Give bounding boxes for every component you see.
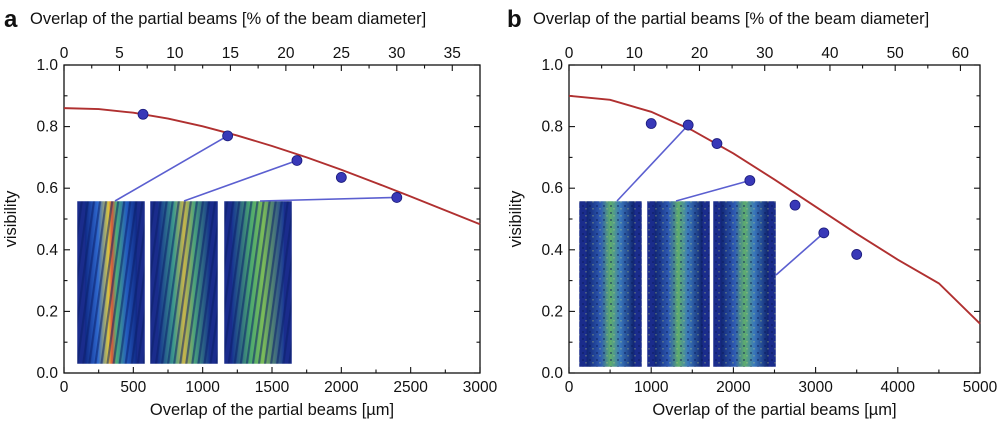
inset-images (578, 200, 777, 368)
inset-frame (712, 200, 777, 368)
data-point (137, 108, 149, 120)
inset-image (646, 200, 711, 368)
data-point (645, 118, 657, 129)
y-axis-title: visibility (2, 190, 20, 248)
inset-connector-line (675, 179, 751, 202)
x2-tick-label: 20 (691, 45, 709, 62)
y-axis-title: visibility (507, 190, 525, 248)
panel-letter: b (507, 6, 522, 33)
x-tick-label: 2000 (716, 379, 751, 396)
x2-tick-label: 10 (166, 45, 184, 62)
panel-a: a Overlap of the partial beams [% of the … (2, 6, 498, 419)
data-point (291, 155, 303, 166)
inset-texture (647, 201, 710, 367)
inset-image (76, 200, 146, 365)
x-axis-title: Overlap of the partial beams [µm] (150, 401, 394, 419)
inset-frame (578, 200, 643, 368)
x2-tick-label: 30 (756, 45, 774, 62)
x-tick-label: 4000 (881, 379, 916, 396)
x-tick-label: 500 (120, 379, 146, 396)
x2-tick-label: 5 (115, 45, 124, 62)
y-tick-label: 0.2 (541, 303, 563, 320)
inset-connector-line (775, 232, 825, 276)
x2-tick-label: 40 (821, 45, 839, 62)
inset-texture (713, 201, 776, 367)
inset-connector-line (259, 196, 397, 202)
inset-connector-line (183, 159, 298, 202)
fit-curve (63, 107, 481, 226)
y-tick-label: 0.0 (36, 365, 58, 382)
panel-letter: a (4, 6, 18, 33)
data-point (682, 119, 694, 131)
x2-tick-label: 10 (626, 45, 644, 62)
data-point (818, 227, 830, 239)
y-tick-label: 0.6 (541, 180, 563, 197)
x-tick-label: 1000 (634, 379, 669, 396)
inset-frame (76, 200, 146, 365)
y-tick-label: 0.4 (36, 242, 58, 259)
x2-tick-label: 30 (388, 45, 406, 62)
x2-tick-label: 15 (222, 45, 239, 62)
top-axis-title: Overlap of the partial beams [% of the b… (30, 10, 426, 28)
x2-tick-label: 20 (277, 45, 295, 62)
y-tick-label: 0.8 (541, 119, 563, 136)
data-point (711, 138, 723, 149)
x-tick-label: 5000 (963, 379, 998, 396)
y-tick-label: 1.0 (36, 57, 58, 74)
x2-tick-label: 25 (333, 45, 350, 62)
inset-frame (223, 200, 293, 365)
x-tick-label: 0 (565, 379, 574, 396)
x2-tick-label: 0 (565, 45, 574, 62)
x-tick-label: 0 (60, 379, 69, 396)
inset-connector-line (616, 124, 689, 202)
data-point (789, 199, 801, 211)
x2-tick-label: 35 (444, 45, 461, 62)
x2-tick-label: 50 (887, 45, 905, 62)
y-tick-label: 0.2 (36, 303, 58, 320)
inset-texture (224, 201, 292, 364)
y-tick-label: 0.6 (36, 180, 58, 197)
data-point (391, 192, 403, 203)
inset-image (223, 200, 293, 365)
inset-texture (77, 201, 145, 364)
y-tick-label: 1.0 (541, 57, 563, 74)
x2-tick-label: 0 (60, 45, 69, 62)
data-point (744, 175, 756, 186)
x-tick-label: 1000 (185, 379, 220, 396)
data-point (851, 249, 863, 260)
inset-image (149, 200, 219, 365)
inset-connector-line (114, 135, 229, 202)
inset-texture (150, 201, 218, 364)
inset-image (578, 200, 643, 368)
x-tick-label: 2500 (393, 379, 428, 396)
x-tick-label: 1500 (255, 379, 290, 396)
inset-image (712, 200, 777, 368)
inset-images (76, 200, 293, 365)
top-axis-title: Overlap of the partial beams [% of the b… (533, 10, 929, 28)
y-tick-label: 0.4 (541, 242, 563, 259)
data-point (222, 130, 234, 142)
x2-tick-label: 60 (952, 45, 970, 62)
x-tick-label: 2000 (324, 379, 359, 396)
fit-curve (568, 94, 981, 325)
x-axis-title: Overlap of the partial beams [µm] (652, 401, 896, 419)
y-tick-label: 0.8 (36, 119, 58, 136)
panel-b: b Overlap of the partial beams [% of the … (507, 6, 998, 419)
y-tick-label: 0.0 (541, 365, 563, 382)
inset-texture (579, 201, 642, 367)
data-point (335, 172, 347, 183)
x-tick-label: 3000 (798, 379, 833, 396)
x-tick-label: 3000 (463, 379, 498, 396)
